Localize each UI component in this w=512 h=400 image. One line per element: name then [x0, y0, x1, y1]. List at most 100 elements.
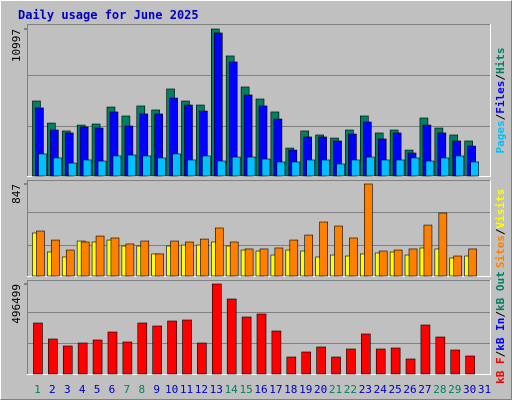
bar: [122, 341, 133, 375]
bar: [450, 349, 461, 375]
bar: [182, 319, 192, 375]
bar: [271, 330, 282, 375]
bar: [349, 237, 358, 277]
x-tick-label: 23: [359, 383, 372, 396]
bar: [378, 250, 388, 277]
bar: [140, 240, 150, 277]
x-tick-label: 22: [344, 383, 357, 396]
legend: Pages/Files/Hits: [494, 48, 507, 154]
bar: [82, 159, 92, 177]
bar: [127, 154, 137, 177]
bar: [197, 342, 207, 375]
bar: [440, 157, 450, 177]
x-tick-label: 12: [195, 383, 208, 396]
x-tick-label: 30: [463, 383, 476, 396]
bar: [36, 230, 45, 277]
legend-separator: /: [494, 350, 507, 357]
x-tick-label: 4: [79, 383, 86, 396]
bar: [390, 347, 401, 375]
x-tick-label: 24: [374, 383, 388, 396]
panel-bevel: [27, 24, 491, 177]
bar: [321, 159, 330, 177]
bar: [306, 159, 316, 177]
x-tick-label: 18: [284, 383, 297, 396]
bar: [301, 351, 312, 375]
bar: [420, 324, 431, 375]
bar: [246, 156, 256, 177]
bar: [286, 356, 297, 375]
bar: [157, 157, 166, 177]
bar: [97, 160, 107, 177]
bar: [244, 248, 254, 277]
x-tick-label: 11: [180, 383, 193, 396]
bar: [438, 212, 448, 277]
x-tick-label: 6: [109, 383, 116, 396]
x-tick-label: 19: [299, 383, 312, 396]
chart-title: Daily usage for June 2025: [18, 8, 199, 22]
bar: [336, 163, 345, 177]
bar: [361, 333, 371, 375]
bar: [214, 227, 224, 277]
legend-entry: kB In: [494, 318, 507, 351]
bar: [346, 348, 356, 375]
x-tick-label: 17: [269, 383, 282, 396]
bar: [468, 248, 477, 277]
x-tick-label: 29: [448, 383, 461, 396]
bar: [375, 348, 386, 375]
panel-bevel: [27, 180, 491, 277]
bar: [408, 248, 418, 277]
bar: [470, 161, 479, 177]
bar: [216, 160, 226, 177]
bar: [364, 183, 373, 277]
bar: [213, 32, 223, 177]
bar: [155, 253, 164, 277]
legend-entry: kB Out: [494, 271, 507, 311]
bar: [92, 339, 103, 375]
bar: [393, 249, 403, 277]
bar: [112, 155, 122, 177]
bar: [261, 158, 271, 177]
bar: [110, 237, 120, 277]
x-tick-label: 14: [225, 383, 239, 396]
bar: [241, 316, 252, 375]
bar: [423, 224, 433, 277]
bar: [53, 157, 62, 177]
bar: [319, 221, 328, 277]
bar: [51, 239, 60, 277]
bar: [65, 249, 75, 277]
bar: [331, 356, 341, 375]
bar: [435, 336, 446, 375]
x-tick-label: 21: [329, 383, 342, 396]
panel-bevel: [27, 280, 491, 375]
panel-bevel: [27, 24, 491, 177]
legend-entry: Pages: [494, 120, 507, 153]
legend-entry: kB F: [494, 357, 507, 384]
legend: Sites/Visits: [494, 189, 507, 269]
bar: [425, 160, 435, 177]
x-tick-label: 25: [389, 383, 402, 396]
bar: [289, 239, 299, 277]
x-tick-label: 27: [418, 383, 431, 396]
bar: [185, 241, 194, 277]
y-tick-label: 496499: [10, 284, 23, 324]
x-tick-label: 8: [138, 383, 145, 396]
bar: [405, 358, 416, 375]
legend: kB F/kB In/kB Out: [494, 271, 507, 384]
bar: [67, 162, 77, 177]
bar: [455, 155, 465, 177]
bar: [366, 156, 375, 177]
bar: [187, 159, 196, 177]
bar: [170, 240, 179, 277]
x-tick-label: 7: [124, 383, 131, 396]
bar: [211, 283, 222, 375]
legend-separator: /: [494, 113, 507, 120]
bar: [465, 355, 475, 375]
panel-bevel: [27, 280, 491, 375]
bar: [304, 234, 314, 277]
bar: [125, 243, 135, 277]
bar: [410, 157, 420, 177]
legend-entry: Hits: [494, 48, 507, 75]
bar: [395, 159, 405, 177]
bar: [316, 346, 326, 375]
bar: [33, 322, 43, 375]
